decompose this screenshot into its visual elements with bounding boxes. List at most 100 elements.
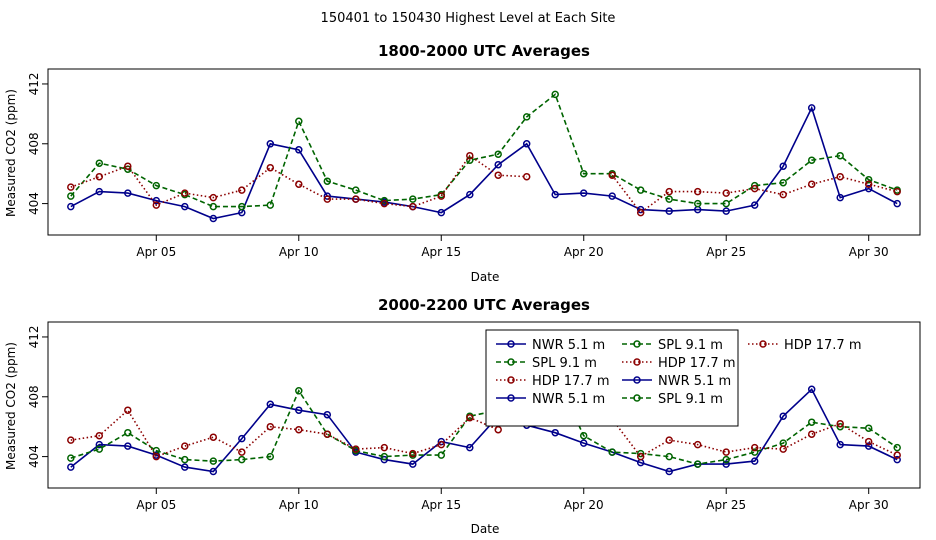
data-point <box>238 202 246 211</box>
data-point <box>665 195 673 203</box>
panel-2000-2200-utc: 2000-2200 UTC Averages Date Measured CO2… <box>4 296 921 536</box>
data-point <box>864 180 873 188</box>
data-point <box>608 448 616 456</box>
y-axis-label: Measured CO2 (ppm) <box>4 89 18 217</box>
data-point <box>67 202 75 211</box>
data-point <box>437 208 446 217</box>
x-tick-label: Apr 20 <box>564 245 604 259</box>
data-point <box>95 445 104 453</box>
data-point <box>266 422 275 431</box>
y-tick-label: 404 <box>27 192 41 215</box>
panel-1800-2000-utc: 1800-2000 UTC Averages Date Measured CO2… <box>4 42 921 284</box>
legend-entry-hdp: HDP 17.7 m <box>496 374 610 389</box>
data-point <box>152 181 161 190</box>
data-point <box>238 448 246 456</box>
data-point <box>295 387 303 395</box>
series-line <box>70 93 898 208</box>
data-point <box>181 455 189 464</box>
legend-swatch-marker <box>507 358 515 366</box>
data-point <box>380 452 389 461</box>
data-point <box>380 455 389 464</box>
data-point <box>466 151 474 160</box>
panel-title: 1800-2000 UTC Averages <box>378 42 590 60</box>
data-point <box>209 467 218 476</box>
data-point <box>437 192 446 200</box>
data-point <box>893 451 901 459</box>
data-point <box>352 186 360 194</box>
data-point <box>209 214 218 223</box>
legend-entry-nwr: NWR 5.1 m <box>496 338 605 353</box>
data-point <box>636 186 645 194</box>
data-point <box>295 117 303 126</box>
series-spl <box>67 90 901 211</box>
legend-label: SPL 9.1 m <box>658 338 723 353</box>
data-point <box>466 156 474 164</box>
legend-entry-hdp: HDP 17.7 m <box>622 356 736 371</box>
data-point <box>608 192 616 200</box>
data-point <box>636 208 645 217</box>
data-point <box>807 430 816 438</box>
data-point <box>466 413 474 422</box>
data-point <box>693 199 702 208</box>
data-point <box>295 146 303 154</box>
data-point <box>466 190 474 199</box>
data-point <box>579 439 588 447</box>
data-point <box>181 463 189 471</box>
data-point <box>380 443 389 452</box>
data-point <box>722 207 730 215</box>
data-point <box>437 440 446 449</box>
data-point <box>380 199 389 208</box>
legend-swatch-marker <box>633 376 641 384</box>
x-axis-label: Date <box>471 522 500 536</box>
y-tick-label: 412 <box>27 326 41 349</box>
data-point <box>323 195 332 203</box>
x-tick-label: Apr 15 <box>421 498 461 512</box>
y-tick-label: 408 <box>27 132 41 155</box>
data-point <box>67 192 75 200</box>
series-line <box>611 418 898 458</box>
legend-label: NWR 5.1 m <box>532 338 605 353</box>
data-point <box>807 104 816 112</box>
series-line <box>70 154 527 208</box>
plot-frame <box>47 68 921 236</box>
data-point <box>95 431 104 440</box>
data-point <box>836 422 844 431</box>
series-hdp <box>67 406 901 461</box>
data-point <box>836 440 844 449</box>
data-point <box>693 460 702 468</box>
data-point <box>893 187 901 196</box>
data-point <box>152 196 161 205</box>
legend-swatch-marker <box>759 340 767 348</box>
legend-label: HDP 17.7 m <box>532 374 610 389</box>
data-point <box>722 455 730 464</box>
data-point <box>124 428 132 437</box>
data-point <box>152 452 161 461</box>
data-point <box>722 199 730 208</box>
data-point <box>551 428 559 437</box>
legend-entry-spl: SPL 9.1 m <box>622 338 723 353</box>
data-point <box>722 189 730 197</box>
data-point <box>209 457 218 465</box>
x-tick-label: Apr 25 <box>706 498 746 512</box>
x-tick-label: Apr 30 <box>849 245 889 259</box>
y-tick-label: 412 <box>27 73 41 96</box>
series-spl <box>67 370 901 468</box>
y-axis-label: Measured CO2 (ppm) <box>4 342 18 470</box>
legend-label: NWR 5.1 m <box>658 374 731 389</box>
data-point <box>750 457 759 465</box>
data-point <box>266 140 275 148</box>
data-point <box>323 410 332 419</box>
data-point <box>864 424 873 432</box>
x-tick-label: Apr 30 <box>849 498 889 512</box>
legend-label: HDP 17.7 m <box>658 356 736 371</box>
data-point <box>750 184 759 193</box>
data-point <box>551 190 559 199</box>
legend-swatch-marker <box>507 340 515 348</box>
plot-frame <box>47 321 921 489</box>
data-point <box>352 445 360 453</box>
data-point <box>494 150 502 158</box>
legend-swatch-marker <box>507 376 515 384</box>
panel-title: 2000-2200 UTC Averages <box>378 296 590 314</box>
data-point <box>494 160 502 169</box>
